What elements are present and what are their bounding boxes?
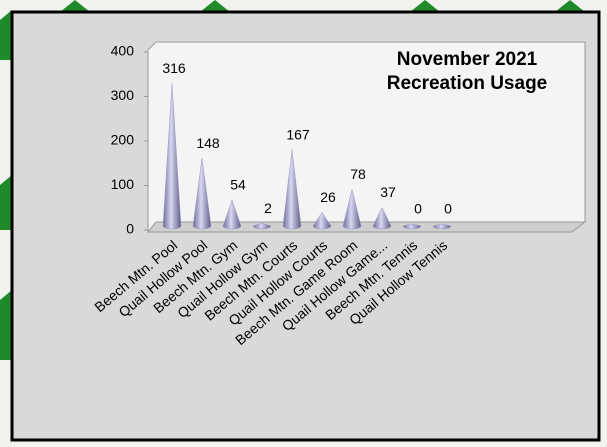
y-tick-label: 200: [111, 132, 135, 148]
data-label: 316: [162, 60, 186, 76]
cone: [282, 149, 302, 230]
cone: [372, 206, 392, 230]
data-label: 26: [320, 189, 336, 205]
data-label: 54: [230, 177, 246, 193]
data-label: 0: [444, 201, 452, 217]
floor: [146, 221, 587, 233]
y-tick-label: 100: [111, 176, 135, 192]
data-label: 2: [264, 200, 272, 216]
cone: [402, 223, 422, 230]
cone: [192, 158, 212, 230]
data-label: 167: [286, 126, 310, 142]
y-tick-label: 0: [126, 221, 134, 237]
data-label: 78: [350, 166, 366, 182]
cone: [252, 222, 272, 230]
chart-title: November 2021 Recreation Usage: [386, 49, 548, 94]
cone: [222, 199, 242, 230]
cone: [162, 83, 182, 230]
decoration: [0, 0, 585, 360]
cone: [432, 223, 452, 230]
cone: [312, 211, 332, 230]
y-tick-label: 400: [111, 43, 135, 59]
y-tick-label: 300: [111, 87, 135, 103]
data-label: 37: [380, 184, 396, 200]
data-label: 0: [414, 201, 422, 217]
cone: [342, 189, 362, 230]
data-label: 148: [196, 135, 220, 151]
